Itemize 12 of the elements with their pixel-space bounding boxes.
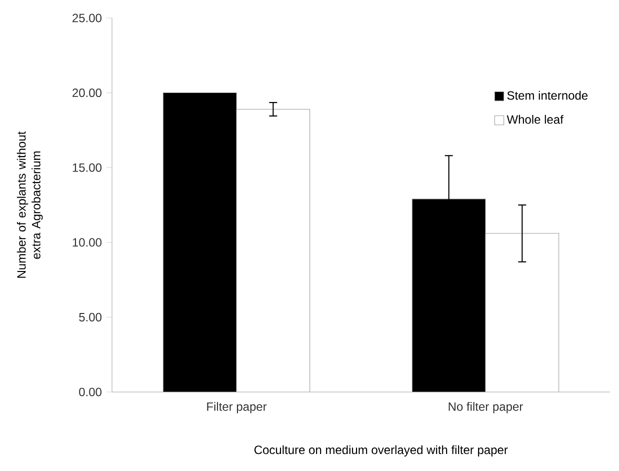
y-tick-label: 20.00 xyxy=(72,88,102,98)
y-tick-label: 15.00 xyxy=(72,163,102,172)
y-tick-label: 10.00 xyxy=(72,238,102,247)
y-axis-title: Number of explants without extra Agrobacterium xyxy=(16,131,43,278)
legend-label: Whole leaf xyxy=(506,114,564,124)
y-tick-label: 5.00 xyxy=(79,312,102,322)
y-tick-label: 0.00 xyxy=(79,388,102,396)
legend-label: Stem internode xyxy=(507,90,588,100)
x-tick-label: Filter paper xyxy=(207,402,267,414)
y-tick-label: 25.00 xyxy=(72,14,102,22)
x-tick-label: No filter paper xyxy=(448,402,523,414)
x-axis-title: Coculture on medium overlayed with filter paper xyxy=(254,445,508,456)
